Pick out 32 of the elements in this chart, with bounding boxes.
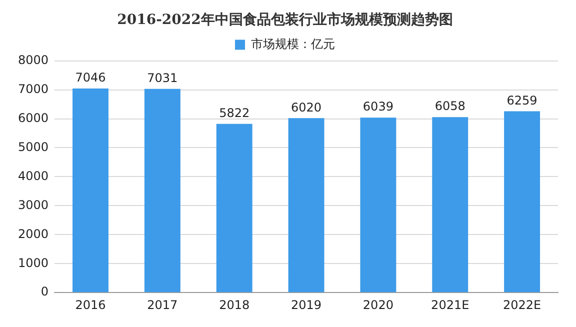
data-label: 6020	[290, 100, 322, 114]
bar	[504, 111, 540, 292]
x-tick-label: 2017	[147, 298, 178, 312]
x-tick-label: 2016	[75, 298, 106, 312]
x-tick-label: 2022E	[502, 298, 542, 312]
data-label: 7031	[147, 71, 178, 85]
chart-title: 2016-2022年中国食品包装行业市场规模预测趋势图	[117, 11, 453, 28]
bar	[432, 117, 468, 292]
x-tick-label: 2018	[219, 298, 250, 312]
x-tick-label: 2021E	[431, 298, 470, 312]
data-label: 7046	[75, 70, 106, 85]
y-tick-label: 4000	[18, 168, 49, 183]
legend-label: 市场规模：亿元	[251, 36, 335, 51]
y-tick-label: 6000	[18, 110, 49, 125]
bar	[288, 118, 324, 292]
x-tick-label: 2019	[290, 298, 322, 312]
y-tick-label: 3000	[18, 198, 49, 212]
bar	[360, 118, 396, 292]
data-label: 6259	[506, 93, 538, 108]
x-tick-label: 2020	[362, 298, 394, 312]
y-tick-label: 1000	[18, 256, 49, 270]
data-label: 6058	[434, 99, 466, 114]
y-tick-label: 0	[40, 284, 49, 299]
y-tick-label: 5000	[18, 140, 49, 154]
data-label: 5822	[219, 106, 250, 120]
bar	[72, 88, 108, 292]
y-tick-label: 2000	[18, 226, 49, 241]
bar	[144, 88, 180, 292]
y-tick-label: 7000	[18, 82, 49, 96]
data-label: 6039	[362, 100, 394, 114]
bar	[216, 124, 252, 292]
y-tick-label: 8000	[18, 52, 49, 67]
